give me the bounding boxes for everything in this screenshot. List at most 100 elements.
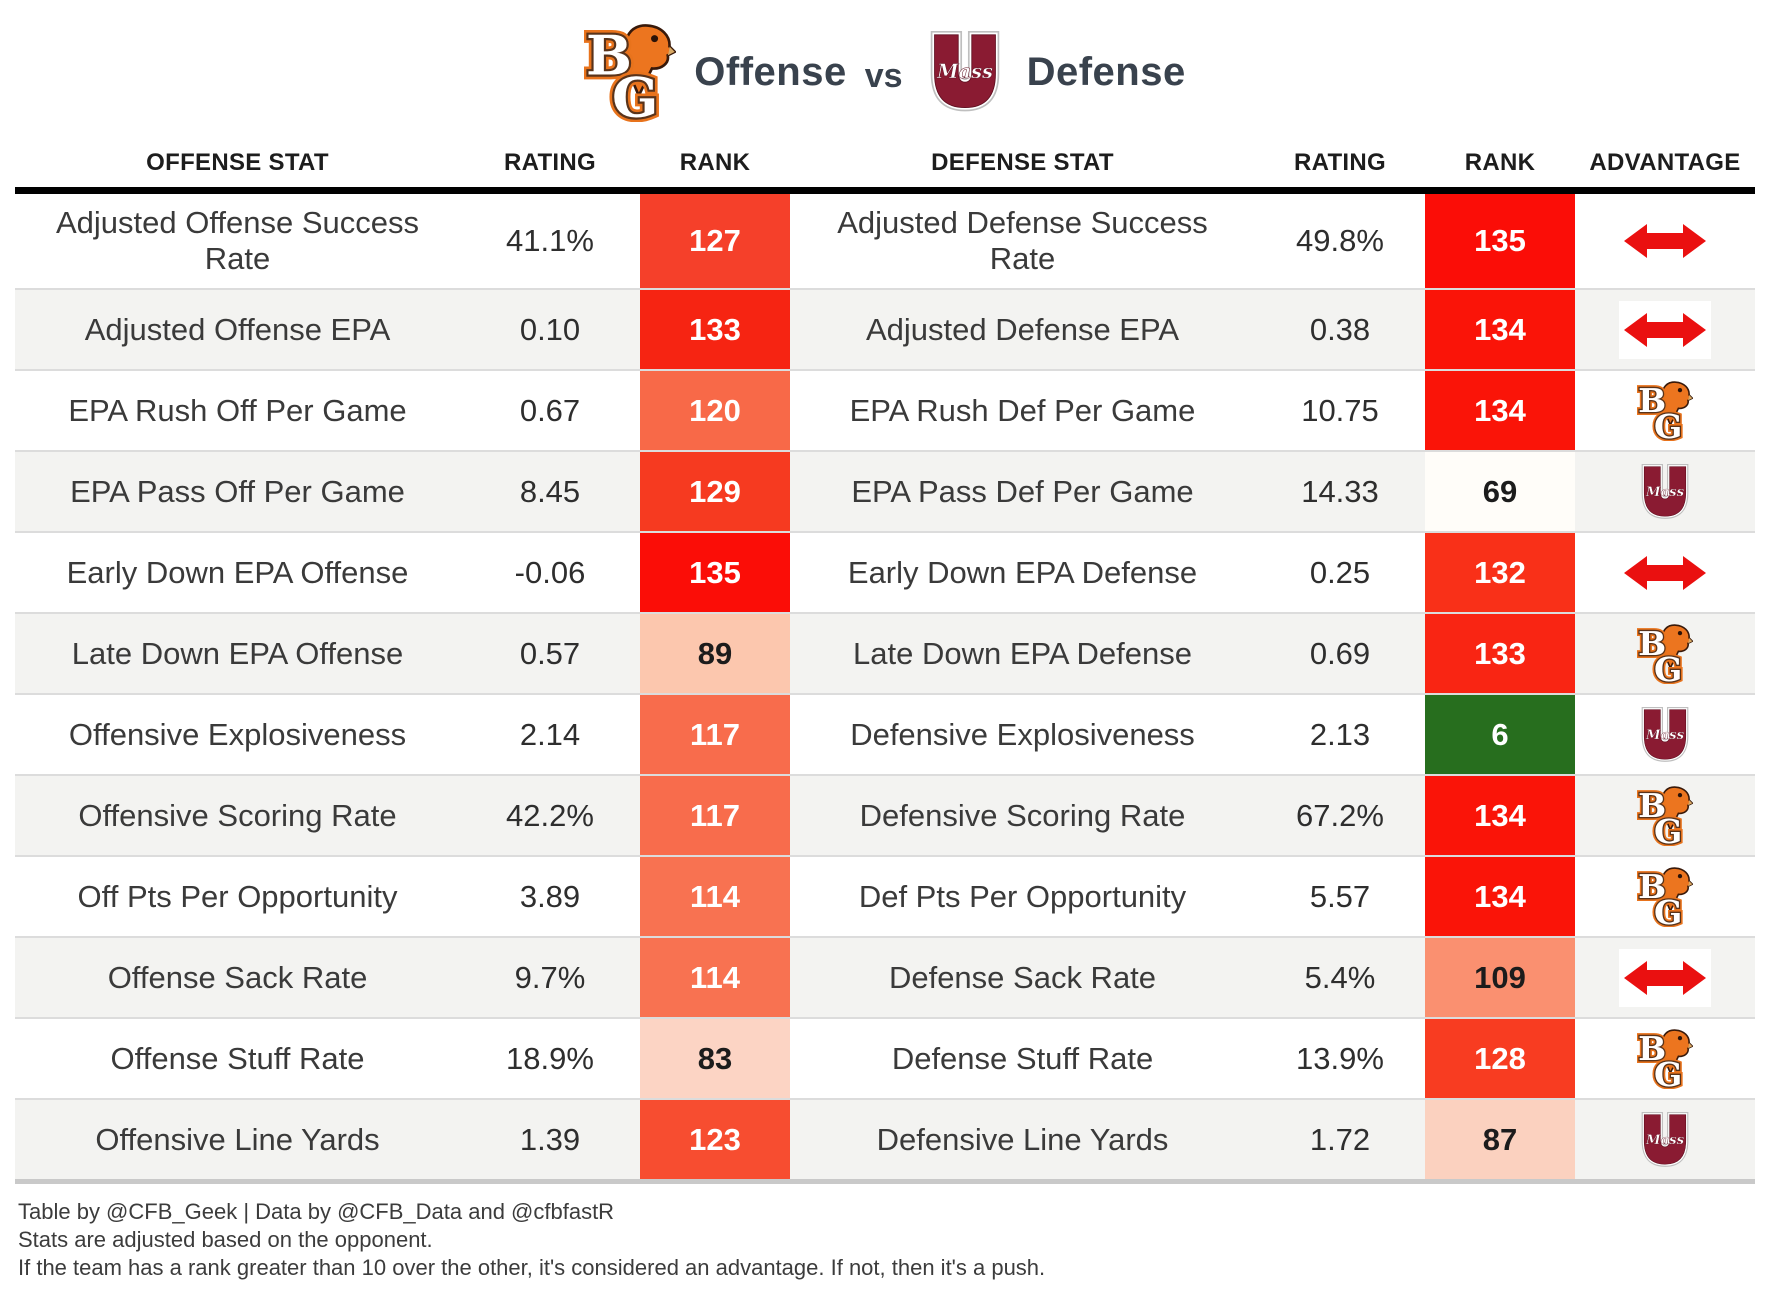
svg-text:B: B	[1638, 381, 1666, 420]
svg-text:Mass: Mass	[1645, 485, 1685, 500]
falcon-head-icon	[1660, 786, 1693, 832]
offense-rank-cell: 114	[640, 938, 790, 1017]
defense-rank-cell: 132	[1425, 533, 1575, 612]
svg-text:B: B	[1638, 381, 1666, 420]
defense-rating-cell: 10.75	[1301, 392, 1379, 428]
advantage-cell	[1575, 938, 1755, 1017]
offense-rank-cell: 123	[640, 1100, 790, 1179]
svg-text:B: B	[1638, 1029, 1666, 1068]
svg-text:B: B	[586, 24, 632, 88]
header-defense-rank: RANK	[1464, 148, 1536, 176]
table-row: Offensive Explosiveness 2.14 117 Defensi…	[15, 693, 1755, 774]
offense-rank-cell: 83	[640, 1019, 790, 1098]
offense-stat-cell: Adjusted Offense Success Rate	[55, 205, 420, 276]
offense-stat-cell: Offense Stuff Rate	[110, 1040, 365, 1076]
defense-rating-cell: 1.72	[1309, 1121, 1371, 1157]
svg-text:B: B	[1638, 1029, 1666, 1068]
offense-stat-cell: Offensive Line Yards	[95, 1121, 380, 1157]
defense-rating-cell: 0.69	[1309, 635, 1371, 671]
offense-rating-cell: 2.14	[519, 716, 581, 752]
push-arrows-icon	[1619, 948, 1711, 1007]
svg-text:G: G	[1654, 650, 1682, 684]
defense-stat-cell: Early Down EPA Defense	[847, 554, 1198, 590]
offense-rating-cell: 0.10	[519, 311, 581, 347]
umass-logo: Mass	[930, 30, 999, 112]
push-arrows-icon	[1619, 212, 1711, 270]
offense-rating-cell: 0.57	[519, 635, 581, 671]
defense-stat-cell: Def Pts Per Opportunity	[858, 878, 1187, 914]
advantage-cell: B B B G G G	[1575, 371, 1755, 450]
defense-rating-cell: 14.33	[1301, 473, 1379, 509]
svg-text:B: B	[1638, 624, 1666, 663]
offense-rating-cell: 1.39	[519, 1121, 581, 1157]
offense-rank-cell: 135	[640, 533, 790, 612]
svg-text:B: B	[1638, 624, 1666, 663]
defense-rank-cell: 135	[1425, 194, 1575, 288]
svg-text:B: B	[1638, 381, 1666, 420]
table-row: Adjusted Offense Success Rate 41.1% 127 …	[15, 194, 1755, 288]
defense-rank-cell: 6	[1425, 695, 1575, 774]
defense-stat-cell: Adjusted Defense EPA	[865, 311, 1180, 347]
defense-rank-cell: 134	[1425, 290, 1575, 369]
offense-rank-cell: 133	[640, 290, 790, 369]
offense-rating-cell: 3.89	[519, 878, 581, 914]
header-offense-rating: RATING	[503, 148, 596, 176]
offense-rank-cell: 89	[640, 614, 790, 693]
defense-rating-cell: 67.2%	[1296, 797, 1384, 833]
svg-text:B: B	[1638, 1029, 1666, 1068]
defense-rating-cell: 0.25	[1309, 554, 1371, 590]
svg-text:G: G	[1654, 407, 1682, 441]
falcon-head-icon	[1660, 867, 1693, 913]
falcon-head-icon	[1660, 1029, 1693, 1075]
bowling-green-advantage-logo: B B B G G G	[1637, 1028, 1693, 1089]
offense-rating-cell: 8.45	[519, 473, 581, 509]
table-row: EPA Pass Off Per Game 8.45 129 EPA Pass …	[15, 450, 1755, 531]
advantage-cell: Mass	[1575, 695, 1755, 774]
defense-stat-cell: Adjusted Defense Success Rate	[837, 205, 1208, 276]
umass-advantage-logo: Mass	[1641, 1111, 1689, 1167]
svg-text:G: G	[1654, 893, 1682, 927]
defense-stat-cell: Defensive Scoring Rate	[859, 797, 1186, 833]
table-row: Offense Sack Rate 9.7% 114 Defense Sack …	[15, 936, 1755, 1017]
svg-text:G: G	[1654, 1055, 1682, 1089]
advantage-cell: B B B G G G	[1575, 776, 1755, 855]
svg-text:G: G	[1654, 893, 1682, 927]
offense-rating-cell: 41.1%	[506, 223, 594, 258]
bowling-green-advantage-logo: B B B G G G	[1637, 623, 1693, 684]
offense-rank-cell: 117	[640, 695, 790, 774]
svg-text:G: G	[1654, 812, 1682, 846]
defense-rank-cell: 87	[1425, 1100, 1575, 1179]
table-row: Off Pts Per Opportunity 3.89 114 Def Pts…	[15, 855, 1755, 936]
advantage-cell: B B B G G G	[1575, 857, 1755, 936]
advantage-cell	[1575, 194, 1755, 288]
stats-table: OFFENSE STAT RATING RANK DEFENSE STAT RA…	[15, 138, 1755, 1184]
svg-text:B: B	[1638, 867, 1666, 906]
defense-rank-cell: 109	[1425, 938, 1575, 1017]
defense-rank-cell: 134	[1425, 857, 1575, 936]
svg-text:Mass: Mass	[936, 60, 993, 83]
svg-text:B: B	[1638, 867, 1666, 906]
svg-text:Mass: Mass	[1645, 728, 1685, 743]
offense-stat-cell: Offensive Scoring Rate	[78, 797, 397, 833]
header-defense-rating: RATING	[1293, 148, 1386, 176]
table-footnotes: Table by @CFB_Geek | Data by @CFB_Data a…	[18, 1198, 1770, 1282]
advantage-cell: Mass	[1575, 452, 1755, 531]
left-team-side-label: Offense	[694, 49, 847, 94]
svg-text:G: G	[1654, 650, 1682, 684]
defense-stat-cell: Defensive Explosiveness	[850, 716, 1195, 752]
falcon-head-icon	[1660, 624, 1693, 670]
bowling-green-advantage-logo: B B B G G G	[1637, 380, 1693, 441]
svg-text:G: G	[1654, 650, 1682, 684]
svg-text:B: B	[1638, 786, 1666, 825]
offense-rating-cell: -0.06	[514, 554, 586, 590]
right-team-side-label: Defense	[1026, 49, 1186, 94]
header-offense-stat: OFFENSE STAT	[146, 148, 329, 176]
svg-text:G: G	[1654, 1055, 1682, 1089]
svg-text:G: G	[612, 66, 658, 122]
header-advantage: ADVANTAGE	[1589, 148, 1741, 176]
offense-rating-cell: 42.2%	[506, 797, 594, 833]
svg-text:B: B	[1638, 624, 1666, 663]
table-row: Late Down EPA Offense 0.57 89 Late Down …	[15, 612, 1755, 693]
offense-rank-cell: 117	[640, 776, 790, 855]
defense-stat-cell: Defense Sack Rate	[888, 959, 1157, 995]
